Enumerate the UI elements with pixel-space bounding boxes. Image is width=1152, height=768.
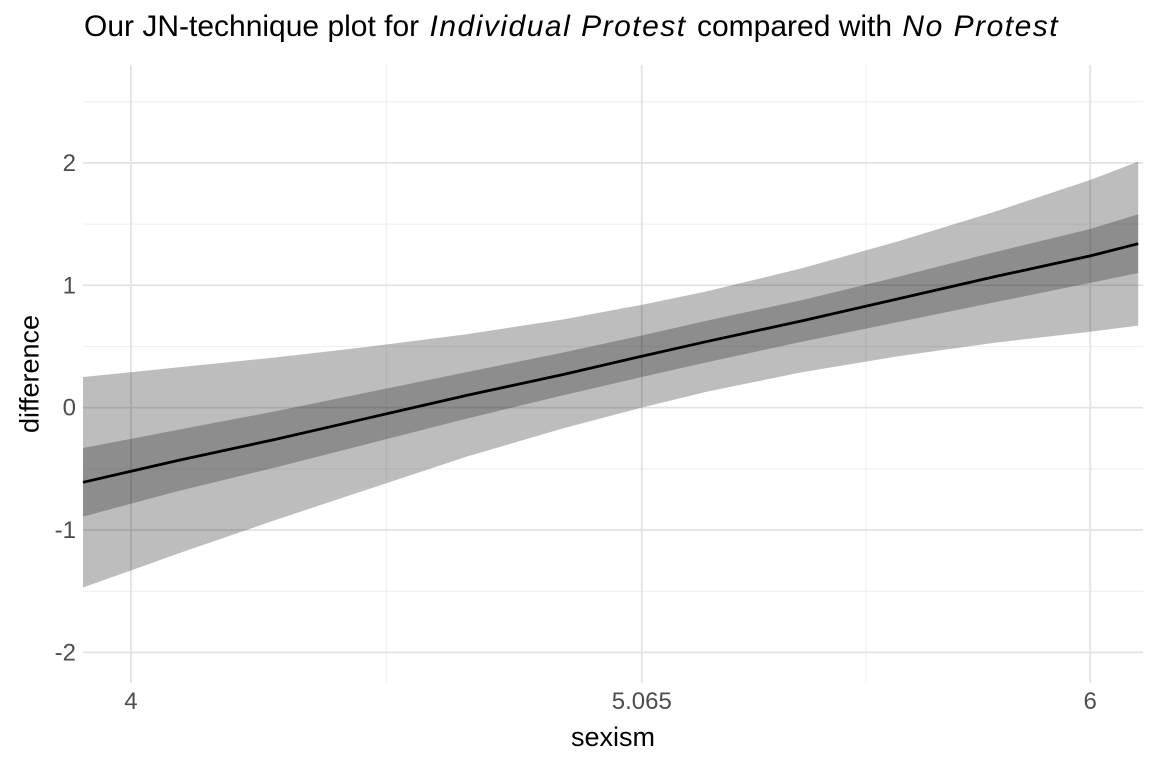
x-axis-tick-label: 5.065 <box>612 688 672 715</box>
chart-title-italic-individual-protest: Individual Protest <box>429 10 687 43</box>
y-axis-tick-label: 1 <box>63 272 76 299</box>
difference-line <box>82 242 1139 484</box>
chart-title-italic-no-protest: No Protest <box>902 10 1060 43</box>
chart-title-text: compared with <box>688 10 901 43</box>
x-axis-tick-label: 6 <box>1084 688 1097 715</box>
y-axis-tick-label: -2 <box>55 639 76 666</box>
y-axis-tick-label: -1 <box>55 517 76 544</box>
y-axis-tick-label: 2 <box>63 150 76 177</box>
chart-title-text: Our JN-technique plot for <box>84 10 428 43</box>
x-axis-title: sexism <box>570 722 656 752</box>
x-axis-tick-label: 4 <box>124 688 137 715</box>
outer-confidence-band <box>83 161 1139 588</box>
chart-title: Our JN-technique plot for Individual Pro… <box>84 10 1061 44</box>
y-axis-tick-label: 0 <box>63 395 76 422</box>
inner-confidence-band <box>83 214 1139 517</box>
